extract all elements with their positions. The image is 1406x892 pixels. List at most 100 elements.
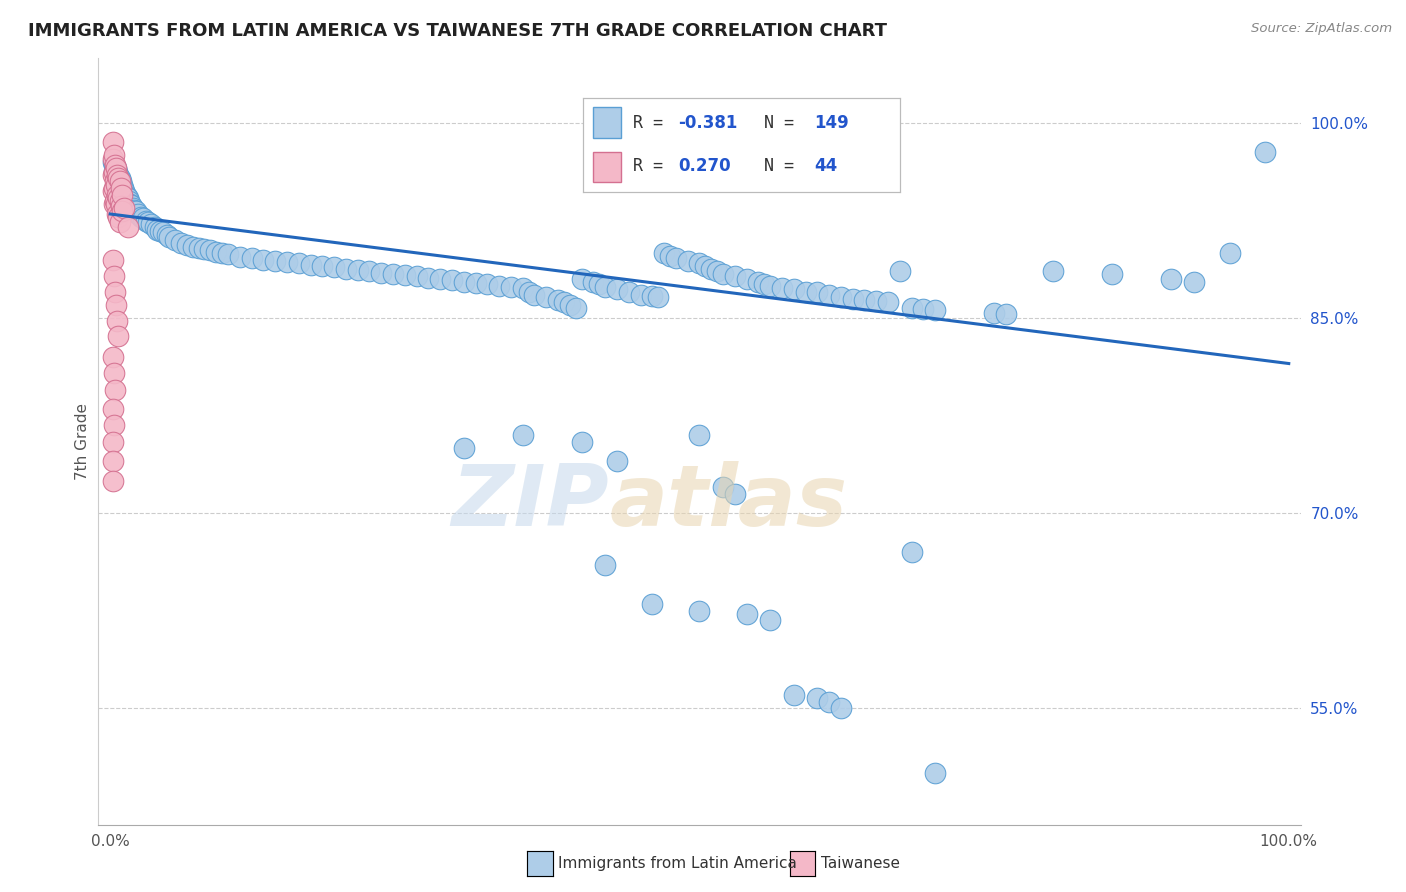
Text: ZIP: ZIP (451, 461, 609, 544)
Point (111, 187, 134, 202)
Point (104, 194, 127, 208)
Point (108, 174, 131, 188)
Point (924, 766, 946, 780)
Text: Taiwanese: Taiwanese (821, 856, 900, 871)
Point (105, 178, 128, 193)
Point (571, 272, 593, 286)
Point (132, 211, 155, 225)
Text: R =: R = (633, 158, 672, 176)
Point (143, 219, 166, 234)
Text: Immigrants from Latin America: Immigrants from Latin America (558, 856, 797, 871)
Point (101, 252, 124, 267)
Point (104, 158, 127, 172)
Point (101, 153, 124, 167)
Point (105, 161, 128, 176)
Text: Source: ZipAtlas.com: Source: ZipAtlas.com (1251, 22, 1392, 36)
Point (103, 165, 125, 179)
Point (107, 210, 129, 224)
Point (107, 178, 129, 193)
Point (205, 244, 228, 259)
Point (564, 301, 586, 315)
Point (588, 277, 610, 292)
Point (853, 293, 876, 307)
Point (582, 275, 605, 289)
Point (735, 272, 758, 286)
Point (120, 198, 142, 212)
Point (103, 196, 125, 211)
Point (652, 246, 675, 260)
Point (105, 187, 128, 202)
Point (112, 201, 135, 215)
Text: atlas: atlas (609, 461, 848, 544)
Point (311, 259, 333, 273)
Point (104, 285, 127, 299)
Point (101, 454, 124, 468)
Point (117, 219, 139, 234)
Point (994, 307, 1017, 321)
Point (101, 136, 124, 150)
Point (149, 224, 172, 238)
Point (217, 247, 239, 261)
Point (104, 383, 127, 397)
Point (101, 402, 124, 417)
Point (818, 287, 841, 301)
Point (706, 264, 728, 278)
Point (571, 434, 593, 449)
Point (112, 181, 135, 195)
Point (523, 287, 546, 301)
Point (107, 329, 129, 343)
Point (103, 181, 125, 195)
Point (724, 269, 747, 284)
Point (865, 294, 887, 309)
Point (754, 277, 776, 292)
Point (108, 215, 131, 229)
Point (105, 298, 128, 312)
Point (724, 486, 747, 500)
Point (104, 160, 127, 174)
Text: N =: N = (763, 114, 804, 132)
Point (547, 293, 569, 307)
Point (770, 281, 793, 295)
Point (111, 178, 134, 193)
Point (105, 161, 128, 176)
Point (112, 184, 135, 198)
Point (488, 278, 510, 293)
Point (665, 251, 688, 265)
Point (211, 246, 233, 260)
Text: 44: 44 (814, 158, 838, 176)
Point (101, 350, 124, 364)
Point (711, 267, 734, 281)
Point (115, 190, 138, 204)
Point (163, 233, 186, 247)
Bar (593, 108, 621, 138)
Point (193, 242, 215, 256)
Point (1160, 272, 1182, 286)
Point (759, 278, 782, 293)
Point (593, 280, 616, 294)
Point (135, 213, 157, 227)
Point (606, 454, 628, 468)
Point (806, 690, 828, 705)
Point (118, 194, 141, 208)
Point (110, 181, 132, 195)
Point (440, 273, 463, 287)
Point (105, 207, 128, 221)
Point (877, 295, 900, 310)
Point (101, 155, 124, 169)
Point (181, 239, 204, 253)
Point (747, 275, 769, 289)
Point (335, 261, 357, 276)
Point (818, 695, 841, 709)
Point (101, 168, 124, 182)
Point (101, 474, 124, 488)
Point (103, 164, 125, 178)
Point (108, 181, 131, 195)
Point (170, 235, 193, 250)
Point (617, 285, 640, 299)
Point (105, 168, 128, 182)
Point (108, 170, 131, 185)
Point (464, 276, 486, 290)
Text: IMMIGRANTS FROM LATIN AMERICA VS TAIWANESE 7TH GRADE CORRELATION CHART: IMMIGRANTS FROM LATIN AMERICA VS TAIWANE… (28, 22, 887, 40)
Point (252, 252, 274, 267)
Point (105, 196, 128, 211)
